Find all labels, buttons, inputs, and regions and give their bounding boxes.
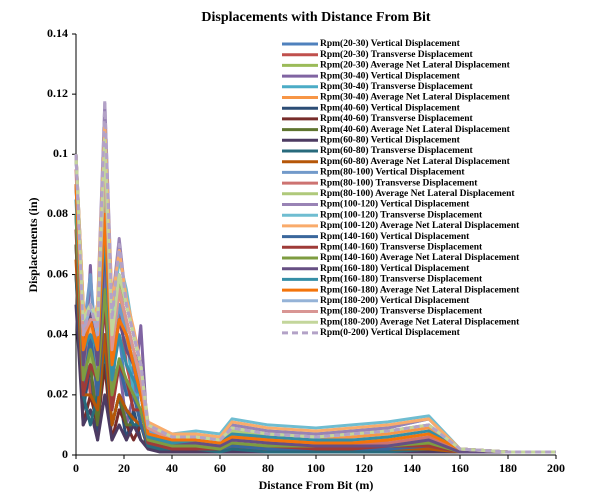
x-tick-label: 60 (214, 461, 226, 475)
y-axis-label: Displacements (in) (26, 198, 40, 293)
legend-label: Rpm(60-80) Average Net Lateral Displacem… (320, 156, 511, 167)
x-tick-label: 160 (451, 461, 469, 475)
legend-label: Rpm(180-200) Average Net Lateral Displac… (320, 316, 520, 327)
x-tick-label: 0 (73, 461, 79, 475)
chart-title: Displacements with Distance From Bit (201, 10, 430, 25)
legend-label: Rpm(140-160) Transverse Displacement (320, 241, 483, 252)
legend-label: Rpm(140-160) Vertical Displacement (320, 231, 470, 242)
legend-label: Rpm(160-180) Vertical Displacement (320, 263, 470, 274)
y-tick-label: 0.12 (47, 86, 68, 100)
y-tick-label: 0.08 (47, 206, 68, 220)
x-axis-label: Distance From Bit (m) (259, 478, 374, 492)
legend-label: Rpm(80-100) Vertical Displacement (320, 167, 465, 178)
legend-label: Rpm(20-30) Transverse Displacement (320, 49, 474, 60)
y-tick-label: 0.06 (47, 266, 68, 280)
y-tick-label: 0.14 (47, 26, 68, 40)
series-line (74, 101, 556, 454)
legend-label: Rpm(180-200) Transverse Displacement (320, 306, 483, 317)
legend-label: Rpm(40-60) Average Net Lateral Displacem… (320, 124, 511, 135)
y-tick-label: 0.02 (47, 387, 68, 401)
legend-label: Rpm(140-160) Average Net Lateral Displac… (320, 252, 520, 263)
series-line (74, 184, 556, 454)
x-tick-label: 180 (499, 461, 517, 475)
y-tick-label: 0 (62, 447, 68, 461)
legend-label: Rpm(30-40) Vertical Displacement (320, 70, 461, 81)
legend-label: Rpm(160-180) Transverse Displacement (320, 274, 483, 285)
legend-label: Rpm(60-80) Vertical Displacement (320, 134, 461, 145)
x-tick-label: 20 (118, 461, 130, 475)
series-line (74, 98, 556, 454)
legend-label: Rpm(80-100) Transverse Displacement (320, 177, 478, 188)
x-tick-label: 40 (166, 461, 178, 475)
legend-label: Rpm(100-120) Transverse Displacement (320, 209, 483, 220)
legend-label: Rpm(40-60) Vertical Displacement (320, 102, 461, 113)
legend-label: Rpm(0-200) Vertical Displacement (320, 327, 461, 338)
x-tick-label: 200 (547, 461, 565, 475)
series-line (74, 137, 556, 454)
legend-label: Rpm(60-80) Transverse Displacement (320, 145, 474, 156)
legend-label: Rpm(160-180) Average Net Lateral Displac… (320, 284, 520, 295)
legend-label: Rpm(180-200) Vertical Displacement (320, 295, 470, 306)
legend-label: Rpm(40-60) Transverse Displacement (320, 113, 474, 124)
x-tick-label: 140 (403, 461, 421, 475)
legend-label: Rpm(100-120) Average Net Lateral Displac… (320, 220, 520, 231)
legend-label: Rpm(30-40) Transverse Displacement (320, 81, 474, 92)
legend-label: Rpm(20-30) Vertical Displacement (320, 38, 461, 49)
y-tick-label: 0.1 (53, 146, 68, 160)
legend-label: Rpm(20-30) Average Net Lateral Displacem… (320, 60, 511, 71)
x-tick-label: 120 (355, 461, 373, 475)
x-tick-label: 80 (262, 461, 274, 475)
y-tick-label: 0.04 (47, 326, 68, 340)
x-tick-label: 100 (307, 461, 325, 475)
legend-label: Rpm(100-120) Vertical Displacement (320, 199, 470, 210)
legend-label: Rpm(30-40) Average Net Lateral Displacem… (320, 92, 511, 103)
legend-label: Rpm(80-100) Average Net Lateral Displace… (320, 188, 515, 199)
